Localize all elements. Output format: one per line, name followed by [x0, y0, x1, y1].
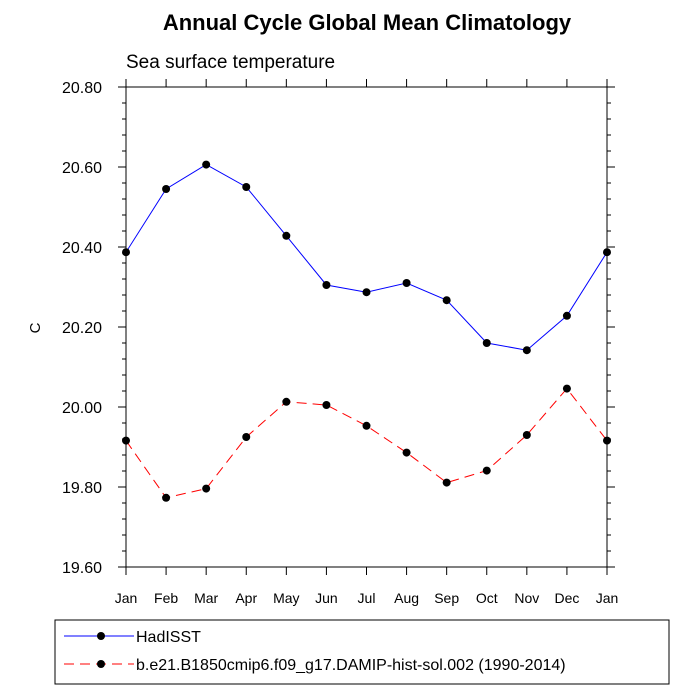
legend-marker-hadisst [97, 632, 105, 640]
data-point-0 [482, 339, 491, 347]
chart-title: Annual Cycle Global Mean Climatology [163, 10, 572, 35]
data-point-0 [402, 279, 411, 287]
series-line-1 [125, 387, 608, 499]
x-tick-label: Nov [514, 590, 539, 606]
data-point-0 [522, 346, 531, 355]
x-tick-label: Jul [358, 590, 376, 606]
x-tick-label: Jan [596, 590, 619, 606]
data-point-1 [482, 466, 491, 475]
data-point-1 [162, 493, 171, 502]
data-point-1 [202, 484, 211, 493]
legend-label-hadisst: HadISST [136, 629, 201, 646]
legend-marker-model [97, 660, 105, 668]
data-point-0 [562, 311, 571, 320]
plot-frame [125, 86, 608, 568]
data-point-0 [202, 160, 211, 169]
data-point-0 [282, 231, 291, 240]
legend-entry-model: b.e21.B1850cmip6.f09_g17.DAMIP-hist-sol.… [64, 657, 566, 674]
x-tick-label: Aug [394, 590, 419, 606]
y-tick-label: 19.80 [62, 480, 102, 497]
x-tick-label: Sep [434, 590, 459, 606]
data-point-1 [562, 384, 571, 393]
x-tick-label: Jan [115, 590, 138, 606]
y-tick-label: 20.40 [62, 240, 102, 257]
data-point-1 [522, 431, 531, 439]
data-point-0 [162, 185, 171, 193]
series-line-0 [125, 164, 608, 351]
y-tick-label: 20.20 [62, 320, 102, 337]
legend-label-model: b.e21.B1850cmip6.f09_g17.DAMIP-hist-sol.… [136, 657, 566, 674]
data-point-0 [242, 183, 251, 191]
x-tick-label: Dec [554, 590, 579, 606]
data-point-1 [242, 433, 251, 441]
x-tick-label: Mar [194, 590, 218, 606]
x-tick-label: Oct [476, 590, 498, 606]
series-layer [122, 160, 611, 502]
chart-subtitle: Sea surface temperature [126, 52, 335, 73]
data-point-1 [322, 401, 331, 409]
y-tick-label: 20.80 [62, 80, 102, 97]
y-tick-label: 20.00 [62, 400, 102, 417]
x-tick-label: Jun [315, 590, 338, 606]
y-axis-label: C [27, 322, 44, 333]
data-point-1 [402, 448, 411, 457]
legend-box [54, 619, 670, 685]
x-tick-label: Apr [235, 590, 257, 606]
data-point-0 [603, 248, 611, 257]
data-point-0 [322, 281, 331, 289]
data-point-1 [603, 436, 611, 445]
data-point-0 [362, 288, 371, 297]
data-point-0 [442, 296, 451, 305]
x-tick-label: May [273, 590, 299, 606]
data-point-1 [442, 478, 451, 487]
data-point-1 [282, 397, 291, 406]
y-tick-label: 19.60 [62, 560, 102, 577]
data-point-0 [122, 248, 130, 257]
y-tick-label: 20.60 [62, 160, 102, 177]
axes: 19.60 19.80 20.00 20.20 20.40 20.60 20.80 Jan Fe… [62, 79, 618, 606]
data-point-1 [362, 421, 371, 430]
data-point-1 [122, 436, 130, 445]
x-tick-label: Feb [154, 590, 178, 606]
legend-entry-hadisst: HadISST [64, 629, 201, 646]
